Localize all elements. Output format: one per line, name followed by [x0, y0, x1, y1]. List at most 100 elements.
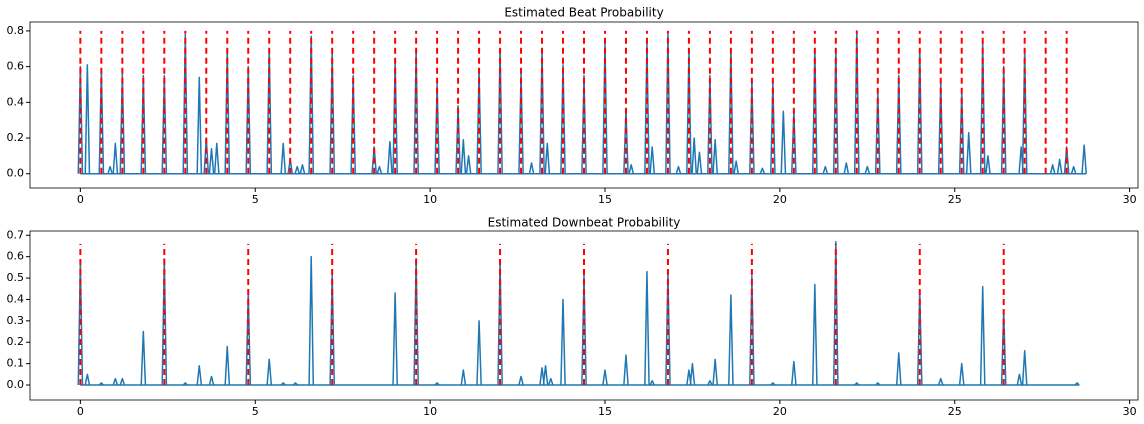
spike: [112, 142, 119, 174]
spike: [280, 382, 286, 386]
spike: [98, 382, 104, 386]
spike: [1056, 158, 1063, 174]
spike: [560, 64, 566, 174]
spike: [119, 377, 126, 386]
spike: [749, 275, 755, 386]
x-tick-label: 25: [948, 405, 962, 418]
x-tick-label: 30: [1123, 193, 1137, 206]
y-tick-label: 0.4: [7, 95, 25, 108]
spike: [84, 373, 91, 386]
x-tick-label: 5: [252, 405, 259, 418]
spike: [119, 73, 126, 174]
y-tick-label: 0.2: [7, 335, 25, 348]
spike: [387, 140, 393, 174]
spike: [77, 65, 84, 174]
y-tick-label: 0.6: [7, 60, 25, 73]
spike: [245, 65, 252, 174]
spike: [875, 382, 881, 386]
chart-title: Estimated Downbeat Probability: [488, 216, 681, 230]
spike: [1063, 146, 1070, 174]
spike: [649, 379, 655, 386]
spike: [770, 382, 776, 386]
spike: [544, 142, 551, 174]
y-tick-label: 0.8: [7, 24, 25, 37]
x-tick-label: 15: [598, 405, 612, 418]
spike: [1016, 373, 1023, 386]
spike: [371, 146, 377, 174]
x-tick-label: 0: [77, 193, 84, 206]
spike: [465, 155, 472, 174]
spike: [665, 270, 671, 386]
spike: [107, 165, 113, 174]
spike: [140, 74, 147, 174]
spike: [392, 292, 398, 386]
spike: [560, 298, 566, 386]
spike: [266, 358, 273, 386]
spike: [691, 137, 698, 174]
spike: [854, 382, 860, 386]
spike: [208, 375, 215, 386]
spike: [208, 147, 215, 174]
spike: [460, 369, 467, 386]
spike: [434, 83, 440, 174]
spike: [528, 162, 535, 174]
spike: [455, 105, 461, 174]
y-tick-label: 0.0: [7, 167, 25, 180]
y-tick-label: 0.1: [7, 357, 25, 370]
spike: [518, 73, 524, 174]
x-tick-label: 30: [1123, 405, 1137, 418]
spike: [675, 165, 682, 174]
spike: [308, 35, 315, 174]
y-tick-label: 0.3: [7, 314, 25, 327]
spike: [1049, 164, 1056, 174]
spike: [518, 375, 524, 386]
spike: [1070, 165, 1077, 174]
spike: [182, 382, 188, 386]
spike: [832, 240, 839, 386]
spike: [780, 110, 787, 174]
spike: [791, 360, 797, 386]
x-tick-label: 20: [773, 405, 787, 418]
spike: [84, 64, 91, 174]
spike: [196, 76, 203, 174]
spike: [696, 151, 703, 174]
spike: [280, 142, 287, 174]
spike: [182, 33, 189, 174]
spike: [965, 131, 972, 174]
spike: [811, 283, 818, 386]
y-tick-label: 0.7: [7, 228, 25, 241]
spike: [476, 320, 482, 386]
x-tick-label: 0: [77, 405, 84, 418]
spike: [161, 258, 168, 386]
spike: [958, 362, 965, 386]
spike: [350, 74, 357, 174]
spike: [1021, 350, 1028, 386]
spike: [196, 365, 203, 386]
x-tick-label: 15: [598, 193, 612, 206]
x-tick-label: 25: [948, 193, 962, 206]
spike: [712, 139, 719, 174]
spike: [308, 255, 315, 386]
spike: [581, 74, 587, 174]
spike: [547, 377, 554, 386]
x-tick-label: 20: [773, 193, 787, 206]
spike: [434, 382, 440, 386]
spike: [649, 146, 656, 174]
spike: [376, 165, 383, 174]
spike: [895, 74, 902, 174]
spike: [542, 365, 549, 386]
spike: [707, 379, 713, 386]
spike: [213, 142, 220, 174]
spike: [112, 377, 119, 386]
spike: [224, 345, 231, 386]
y-tick-label: 0.2: [7, 131, 25, 144]
spike: [1000, 65, 1007, 174]
plot-frame: [29, 21, 1139, 189]
spike: [665, 33, 671, 174]
y-tick-label: 0.4: [7, 292, 25, 305]
spike: [413, 258, 419, 386]
spike: [294, 165, 301, 174]
spike: [623, 354, 629, 386]
spike: [689, 362, 696, 386]
spike: [985, 155, 991, 174]
